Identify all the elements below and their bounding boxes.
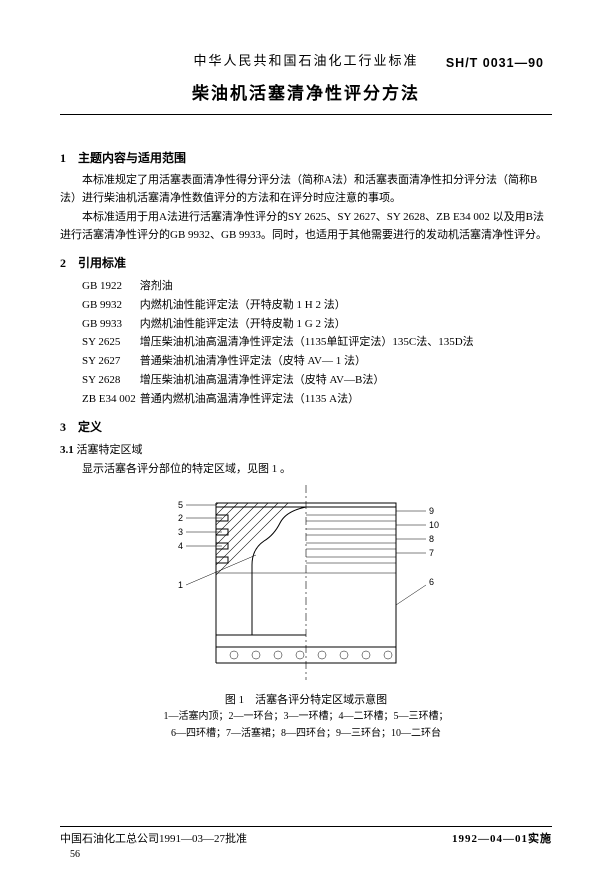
- standard-code: SH/T 0031—90: [446, 56, 544, 70]
- svg-text:10: 10: [429, 520, 439, 530]
- figure-legend-2: 6—四环槽；7—活塞裙；8—四环台；9—三环台；10—二环台: [60, 726, 552, 741]
- section-1-heading: 1 主题内容与适用范围: [60, 149, 552, 166]
- table-row: ZB E34 002普通内燃机油高温清净性评定法（1135 A法）: [82, 390, 478, 409]
- svg-text:4: 4: [178, 541, 183, 551]
- section-3-1-text: 显示活塞各评分部位的特定区域，见图 1 。: [60, 461, 552, 479]
- svg-text:9: 9: [429, 506, 434, 516]
- table-row: GB 1922溶剂油: [82, 277, 478, 296]
- svg-text:2: 2: [178, 513, 183, 523]
- svg-text:5: 5: [178, 500, 183, 510]
- section-1-p1: 本标准规定了用活塞表面清净性得分评分法（简称A法）和活塞表面清净性扣分评分法（简…: [60, 172, 552, 207]
- footer-right: 1992—04—01实施: [452, 830, 552, 846]
- svg-text:6: 6: [429, 577, 434, 587]
- svg-text:3: 3: [178, 527, 183, 537]
- table-row: SY 2625增压柴油机油高温清净性评定法（1135单缸评定法）135C法、13…: [82, 333, 478, 352]
- section-3-heading: 3 定义: [60, 418, 552, 435]
- document-title: 柴油机活塞清净性评分方法: [60, 79, 552, 104]
- figure-caption: 图 1 活塞各评分特定区域示意图: [60, 691, 552, 707]
- section-3-1: 3.1 活塞特定区域: [60, 441, 552, 457]
- table-row: GB 9933内燃机油性能评定法（开特皮勒 1 G 2 法）: [82, 315, 478, 334]
- svg-text:1: 1: [178, 580, 183, 590]
- table-row: SY 2628增压柴油机油高温清净性评定法（皮特 AV—B法）: [82, 371, 478, 390]
- svg-text:7: 7: [429, 548, 434, 558]
- page: 中华人民共和国石油化工行业标准 SH/T 0031—90 柴油机活塞清净性评分方…: [0, 0, 600, 876]
- section-2-heading: 2 引用标准: [60, 254, 552, 271]
- table-row: SY 2627普通柴油机油清净性评定法（皮特 AV— 1 法）: [82, 352, 478, 371]
- footer: 中国石油化工总公司1991—03—27批准 1992—04—01实施: [60, 826, 552, 846]
- footer-left: 中国石油化工总公司1991—03—27批准: [60, 833, 247, 845]
- section-1-p2: 本标准适用于用A法进行活塞清净性评分的SY 2625、SY 2627、SY 26…: [60, 209, 552, 244]
- reference-table: GB 1922溶剂油 GB 9932内燃机油性能评定法（开特皮勒 1 H 2 法…: [82, 277, 478, 408]
- piston-diagram: 5 2 3 4 1 9 10 8 7 6: [156, 485, 456, 680]
- figure-legend-1: 1—活塞内顶；2—一环台；3—一环槽；4—二环槽；5—三环槽；: [60, 709, 552, 724]
- svg-text:8: 8: [429, 534, 434, 544]
- page-number: 56: [70, 849, 80, 860]
- table-row: GB 9932内燃机油性能评定法（开特皮勒 1 H 2 法）: [82, 296, 478, 315]
- figure-1: 5 2 3 4 1 9 10 8 7 6 图 1 活塞各评分特定区域示意图 1—…: [60, 485, 552, 741]
